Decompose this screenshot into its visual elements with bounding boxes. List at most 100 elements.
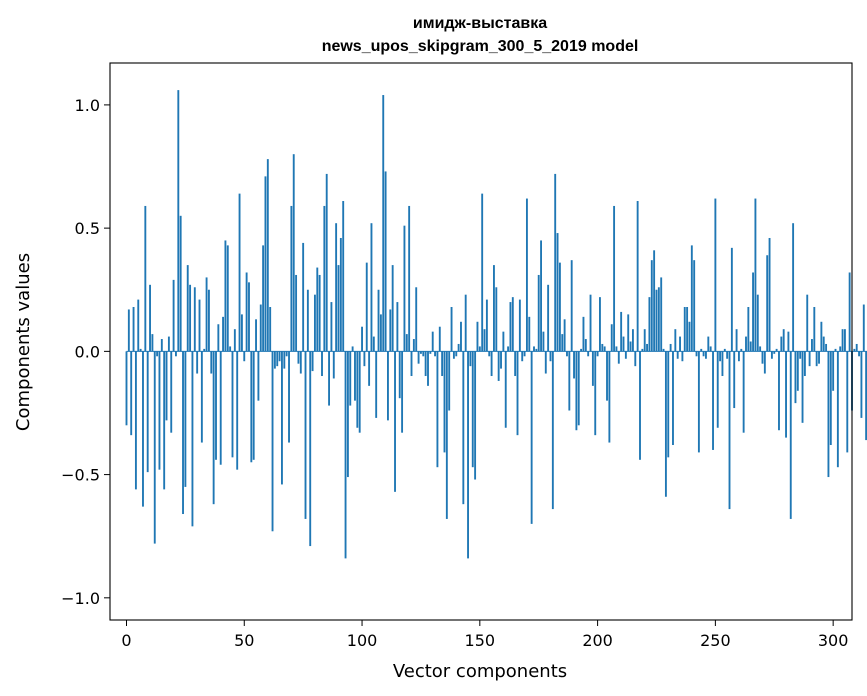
bar bbox=[266, 159, 269, 352]
bar bbox=[349, 351, 352, 406]
bar bbox=[384, 171, 387, 352]
bar bbox=[248, 282, 250, 352]
bar bbox=[728, 351, 731, 510]
y-axis: −1.0 −0.5 0.0 0.5 1.0 bbox=[61, 96, 110, 608]
bar bbox=[356, 351, 359, 428]
bar bbox=[641, 348, 644, 352]
bar bbox=[587, 351, 590, 357]
bar bbox=[255, 319, 257, 352]
bar bbox=[827, 351, 830, 478]
x-tick-label: 0 bbox=[121, 631, 131, 650]
bar bbox=[686, 307, 689, 352]
bar bbox=[460, 321, 462, 352]
bar bbox=[193, 287, 196, 352]
bar bbox=[551, 351, 554, 510]
bar bbox=[354, 351, 356, 401]
bars-layer bbox=[125, 90, 867, 559]
bar bbox=[855, 343, 858, 352]
bar bbox=[775, 348, 778, 352]
bar bbox=[806, 294, 809, 352]
bar bbox=[549, 351, 552, 362]
bar bbox=[215, 351, 217, 460]
bar bbox=[344, 351, 347, 559]
bar bbox=[311, 351, 314, 372]
bar bbox=[629, 341, 632, 352]
bar bbox=[149, 284, 151, 352]
bar bbox=[285, 351, 288, 357]
bar bbox=[584, 339, 587, 352]
bar bbox=[269, 307, 272, 352]
bar bbox=[778, 351, 780, 431]
bar bbox=[761, 351, 764, 364]
bar bbox=[226, 245, 229, 352]
bar bbox=[695, 351, 698, 357]
bar bbox=[429, 351, 432, 354]
x-tick-label: 150 bbox=[465, 631, 496, 650]
bar bbox=[391, 265, 394, 352]
bar bbox=[773, 351, 776, 354]
bar bbox=[839, 346, 842, 352]
bar bbox=[858, 351, 860, 357]
bar bbox=[664, 351, 667, 497]
bar bbox=[217, 324, 220, 352]
bar bbox=[339, 237, 342, 352]
bar bbox=[556, 233, 559, 352]
bar bbox=[610, 324, 613, 352]
bar bbox=[613, 205, 616, 352]
bar bbox=[323, 205, 326, 352]
bar bbox=[577, 351, 580, 426]
bar bbox=[276, 351, 279, 367]
bar bbox=[681, 351, 684, 362]
bar bbox=[759, 346, 762, 352]
y-tick-label: 1.0 bbox=[75, 96, 100, 115]
bar bbox=[139, 348, 142, 352]
bar bbox=[730, 247, 733, 352]
bar bbox=[283, 351, 286, 369]
bar bbox=[735, 329, 738, 352]
x-tick-label: 250 bbox=[700, 631, 731, 650]
bar bbox=[127, 309, 130, 352]
bar bbox=[766, 255, 769, 352]
bar bbox=[457, 343, 460, 352]
bar bbox=[236, 351, 239, 470]
bar bbox=[290, 205, 293, 352]
bar bbox=[436, 351, 439, 468]
bar bbox=[683, 307, 686, 352]
bar bbox=[431, 331, 434, 352]
bar bbox=[843, 329, 846, 352]
bar bbox=[441, 351, 444, 377]
bar bbox=[186, 265, 189, 352]
bar bbox=[570, 260, 573, 352]
bar bbox=[229, 346, 232, 352]
bar bbox=[853, 348, 856, 352]
bar bbox=[615, 346, 618, 352]
bar bbox=[337, 265, 340, 352]
bar bbox=[167, 336, 170, 352]
x-tick-label: 200 bbox=[582, 631, 613, 650]
bar bbox=[351, 346, 354, 352]
bar bbox=[158, 351, 161, 470]
bar bbox=[434, 351, 436, 357]
bar bbox=[405, 334, 408, 352]
bar bbox=[646, 343, 648, 352]
bar bbox=[443, 351, 446, 453]
bar bbox=[476, 321, 479, 352]
bar bbox=[403, 225, 406, 352]
bar bbox=[770, 351, 773, 359]
bar bbox=[575, 351, 578, 431]
bar bbox=[365, 262, 368, 352]
bar bbox=[412, 339, 415, 352]
bar bbox=[624, 351, 627, 359]
bar bbox=[182, 351, 184, 515]
bar bbox=[639, 351, 641, 460]
bar bbox=[200, 351, 203, 443]
bar bbox=[530, 351, 533, 524]
bar bbox=[507, 346, 510, 352]
bar bbox=[676, 351, 679, 359]
bar bbox=[714, 198, 717, 352]
y-tick-label: −1.0 bbox=[61, 589, 100, 608]
bar bbox=[205, 277, 208, 352]
bar bbox=[238, 193, 241, 352]
bar bbox=[591, 351, 594, 386]
bar bbox=[573, 351, 575, 379]
